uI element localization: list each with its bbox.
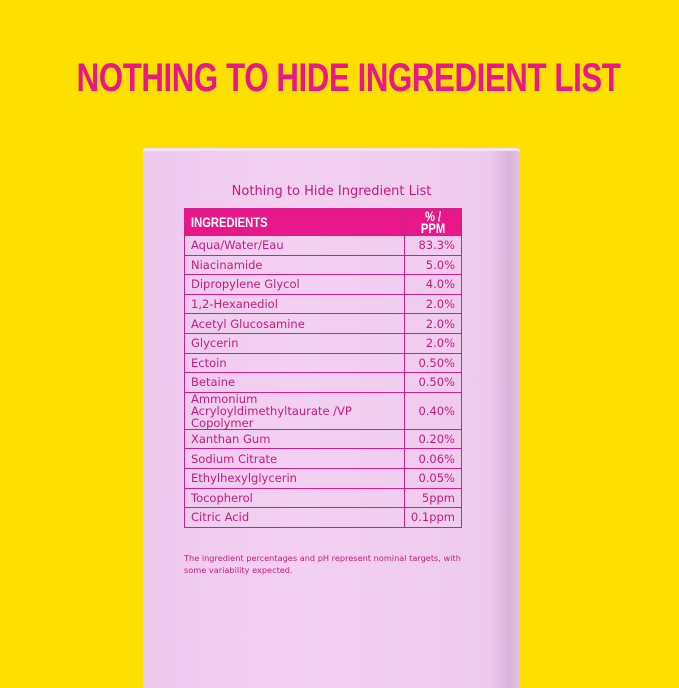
column-header-percent: % / PPM (403, 208, 463, 236)
footnote: The ingredient percentages and pH repres… (184, 553, 461, 575)
ingredient-name: Sodium Citrate (184, 448, 405, 469)
ingredient-name: Niacinamide (184, 254, 405, 276)
ingredient-value: 0.20% (403, 428, 463, 450)
ingredient-table: INGREDIENTS % / PPM Aqua/Water/Eau 83.3% N… (184, 208, 463, 528)
ingredient-name: Dipropylene Glycol (184, 274, 405, 295)
table-row: Aqua/Water/Eau 83.3% (184, 235, 463, 256)
table-row: Tocopherol 5ppm (184, 487, 463, 509)
ingredient-name: Glycerin (184, 332, 405, 354)
ingredient-name: Ethylhexylglycerin (184, 467, 405, 489)
table-header: INGREDIENTS % / PPM (184, 208, 463, 236)
table-row: Glycerin 2.0% (184, 332, 463, 354)
ingredient-name: Ammonium Acryloyldimethyltaurate /VP Cop… (184, 391, 405, 430)
ingredient-value: 5.0% (403, 254, 463, 276)
table-row: Acetyl Glucosamine 2.0% (184, 313, 463, 334)
table-row: Sodium Citrate 0.06% (184, 448, 463, 469)
ingredient-value: 0.40% (403, 391, 463, 430)
table-row: Dipropylene Glycol 4.0% (184, 274, 463, 295)
ingredient-value: 0.1ppm (403, 507, 463, 528)
product-box: Nothing to Hide Ingredient List INGREDIE… (143, 148, 520, 688)
box-title: Nothing to Hide Ingredient List (231, 184, 432, 199)
column-header-ingredients: INGREDIENTS (184, 208, 405, 236)
ingredient-value: 0.50% (403, 372, 463, 393)
headline: NOTHING TO HIDE INGREDIENT LIST (0, 56, 679, 101)
ingredient-name: Ectoin (184, 352, 405, 374)
ingredient-value: 2.0% (403, 313, 463, 334)
ingredient-value: 4.0% (403, 274, 463, 295)
ingredient-value: 5ppm (403, 487, 463, 509)
ingredient-name: Citric Acid (184, 507, 405, 528)
ingredient-value: 2.0% (403, 293, 463, 315)
ingredient-value: 0.50% (403, 352, 463, 374)
table-row: Xanthan Gum 0.20% (184, 428, 463, 450)
ingredient-value: 0.05% (403, 467, 463, 489)
table-row: Ectoin 0.50% (184, 352, 463, 374)
table-row: Citric Acid 0.1ppm (184, 507, 463, 528)
table-row: Niacinamide 5.0% (184, 254, 463, 276)
ingredient-name: Acetyl Glucosamine (184, 313, 405, 334)
ingredient-name: 1,2-Hexanediol (184, 293, 405, 315)
table-row: Ammonium Acryloyldimethyltaurate /VP Cop… (184, 391, 463, 430)
table-row: 1,2-Hexanediol 2.0% (184, 293, 463, 315)
table-row: Betaine 0.50% (184, 372, 463, 393)
ingredient-value: 2.0% (403, 332, 463, 354)
table-row: Ethylhexylglycerin 0.05% (184, 467, 463, 489)
ingredient-name: Xanthan Gum (184, 428, 405, 450)
ingredient-name: Tocopherol (184, 487, 405, 509)
headline-text: NOTHING TO HIDE INGREDIENT LIST (76, 56, 621, 100)
ingredient-value: 0.06% (403, 448, 463, 469)
ingredient-value: 83.3% (403, 235, 463, 256)
ingredient-name: Betaine (184, 372, 405, 393)
ingredient-name: Aqua/Water/Eau (184, 235, 405, 256)
